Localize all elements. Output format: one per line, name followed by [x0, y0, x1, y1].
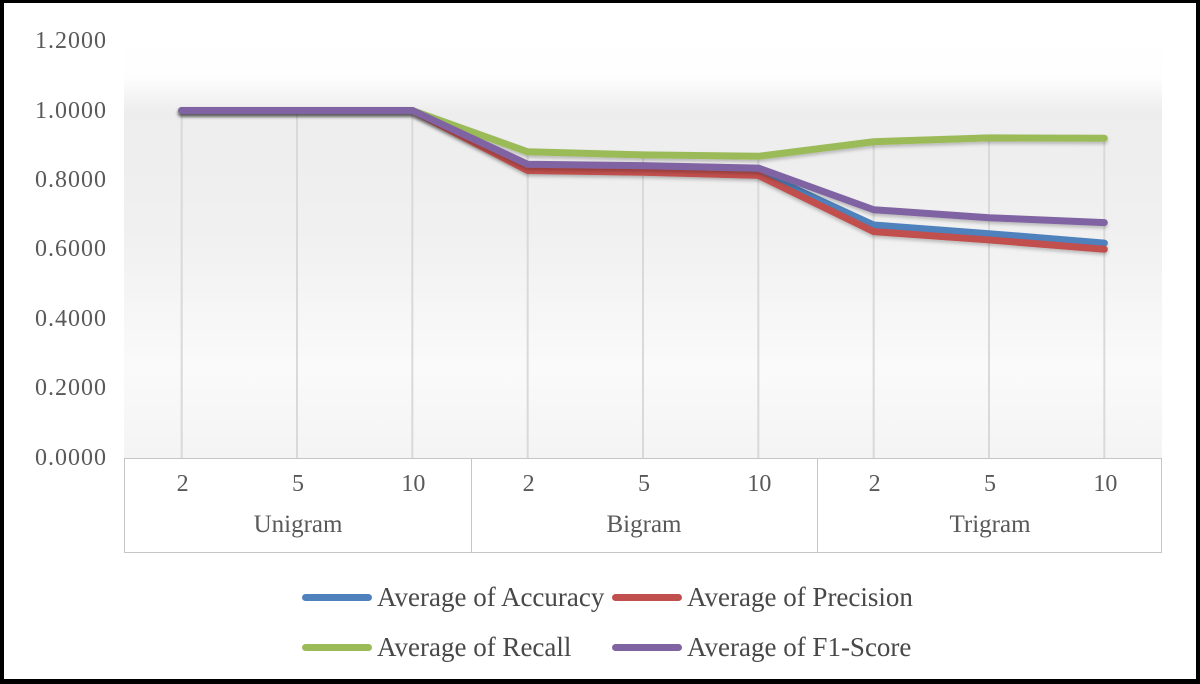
x-axis-group-divider: [471, 459, 472, 552]
y-axis-tick-label: 0.0000: [35, 444, 107, 471]
x-axis-tick-label: 5: [984, 471, 996, 497]
legend-swatch-average-of-f1-score: [612, 643, 682, 651]
x-axis-tick-label: 2: [176, 471, 189, 497]
x-axis-group-label-unigram: Unigram: [253, 511, 343, 538]
x-axis-tick-label: 10: [747, 471, 772, 497]
x-axis-tick-label: 10: [401, 471, 426, 497]
legend-swatch-average-of-recall: [302, 643, 372, 651]
legend-swatch-average-of-accuracy: [302, 593, 372, 601]
y-axis-tick-label: 0.2000: [35, 375, 107, 402]
x-axis-group-label-trigram: Trigram: [949, 511, 1031, 538]
legend-label: Average of F1-Score: [687, 631, 912, 662]
legend-label: Average of Accuracy: [377, 581, 605, 612]
x-axis-tick-label: 5: [292, 471, 304, 497]
y-axis-tick-label: 0.6000: [35, 236, 107, 263]
y-axis-tick-label: 0.4000: [35, 305, 107, 332]
legend-label: Average of Precision: [687, 581, 913, 612]
legend-swatch-average-of-precision: [612, 593, 682, 601]
legend-item-average-of-recall: Average of Recall: [302, 630, 571, 664]
y-axis-tick-label: 1.2000: [35, 28, 107, 55]
legend-item-average-of-precision: Average of Precision: [612, 580, 913, 614]
x-axis-group-divider: [817, 459, 818, 552]
x-axis: 2 5 10 Unigram 2 5 10 Bigram 2 5 10 Trigram: [124, 458, 1162, 553]
x-axis-group-label-bigram: Bigram: [606, 511, 682, 538]
y-axis-tick-label: 1.0000: [35, 97, 107, 124]
plot-area: [124, 41, 1162, 458]
legend-label: Average of Recall: [377, 631, 572, 662]
x-axis-tick-label: 2: [522, 471, 535, 497]
x-axis-tick-label: 10: [1093, 471, 1118, 497]
y-axis-tick-label: 0.8000: [35, 166, 107, 193]
x-axis-tick-label: 5: [638, 471, 650, 497]
legend-item-average-of-f1-score: Average of F1-Score: [612, 630, 911, 664]
legend-item-average-of-accuracy: Average of Accuracy: [302, 580, 604, 614]
x-axis-tick-label: 2: [868, 471, 881, 497]
